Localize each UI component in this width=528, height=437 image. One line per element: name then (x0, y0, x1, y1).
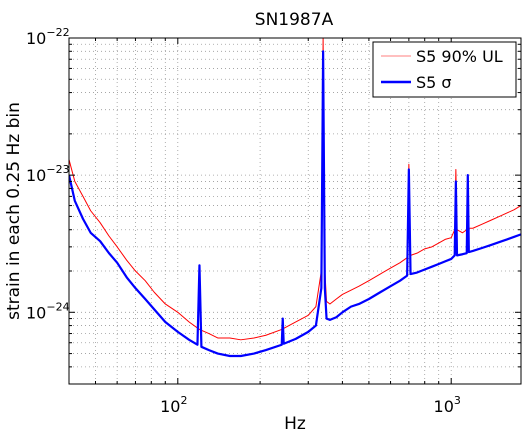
tick-labels: 102 103 10−24 10−23 10−22 (26, 26, 461, 416)
chart-title: SN1987A (255, 10, 334, 30)
series-line-sigma (69, 50, 521, 358)
legend: S5 90% UL S5 σ (372, 41, 517, 98)
x-axis-label: Hz (284, 414, 306, 434)
legend-label-sigma: S5 σ (416, 73, 452, 92)
y-axis-label: strain in each 0.25 Hz bin (4, 102, 24, 320)
series-layer (69, 38, 521, 358)
legend-label-ul: S5 90% UL (416, 47, 503, 66)
y-tick-label: 10−24 (26, 300, 70, 322)
y-tick-label: 10−23 (26, 163, 70, 185)
x-tick-label: 103 (434, 394, 461, 416)
legend-box (372, 41, 517, 98)
series-line-ul (69, 38, 521, 341)
axes-frame (68, 37, 522, 385)
ticks (68, 37, 521, 385)
x-tick-label: 102 (160, 394, 187, 416)
y-tick-label: 10−22 (26, 26, 70, 48)
